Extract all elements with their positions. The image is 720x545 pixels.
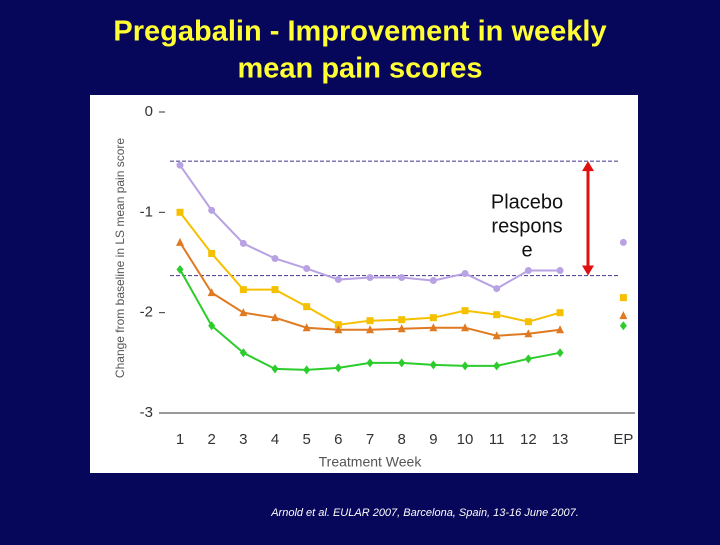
marker (303, 303, 311, 311)
marker (302, 323, 311, 332)
marker (176, 161, 184, 169)
arrow-head (582, 161, 594, 172)
chart-panel (90, 95, 638, 473)
marker (208, 206, 216, 214)
marker (271, 313, 280, 322)
marker (366, 325, 375, 334)
marker (524, 354, 532, 364)
marker (619, 321, 627, 331)
marker (619, 294, 627, 302)
x-tick-label: 2 (207, 431, 215, 448)
marker (176, 237, 184, 246)
marker (271, 254, 279, 262)
marker (208, 321, 216, 331)
marker (461, 270, 469, 278)
marker (366, 317, 374, 325)
marker (397, 324, 406, 333)
x-tick-label: 10 (457, 431, 474, 448)
marker (429, 323, 438, 332)
marker (239, 286, 247, 294)
x-tick-label: 5 (303, 431, 311, 448)
marker (176, 265, 184, 275)
marker (303, 265, 311, 273)
marker (239, 239, 247, 247)
marker (493, 311, 501, 319)
marker (492, 331, 501, 340)
title-line: mean pain scores (238, 53, 483, 85)
x-tick-label: 4 (271, 431, 279, 448)
x-tick-label: 7 (366, 431, 374, 448)
marker (619, 311, 628, 320)
x-tick-label: 11 (489, 431, 505, 448)
marker (461, 307, 469, 315)
marker (239, 308, 248, 317)
x-tick-label: EP (613, 431, 633, 448)
marker (239, 348, 247, 358)
marker (366, 358, 374, 368)
x-tick-label: 12 (520, 431, 537, 448)
y-axis-label: Change from baseline in LS mean pain sco… (113, 138, 127, 378)
annotation: respons (491, 215, 562, 237)
marker (271, 364, 279, 374)
marker (334, 363, 342, 373)
marker (429, 277, 437, 285)
y-tick-label: -3 (140, 404, 153, 421)
x-tick-label: 1 (176, 431, 184, 448)
marker (366, 274, 374, 282)
marker (524, 267, 532, 275)
marker (303, 365, 311, 375)
marker (619, 238, 627, 246)
marker (429, 360, 437, 370)
marker (524, 329, 533, 338)
arrow-head (582, 265, 594, 276)
marker (176, 208, 184, 216)
marker (556, 325, 565, 334)
marker (556, 309, 564, 317)
marker (493, 285, 501, 293)
x-tick-label: 6 (334, 431, 342, 448)
marker (429, 314, 437, 322)
marker (208, 249, 216, 257)
marker (524, 318, 532, 326)
y-tick-label: -1 (140, 203, 153, 220)
marker (334, 325, 343, 334)
y-tick-label: 0 (145, 103, 153, 120)
annotation: Placebo (491, 191, 563, 213)
marker (398, 316, 406, 324)
x-tick-label: 13 (552, 431, 569, 448)
marker (556, 348, 564, 358)
marker (207, 288, 216, 297)
x-tick-label: 9 (429, 431, 437, 448)
x-tick-label: 3 (239, 431, 247, 448)
x-tick-label: 8 (398, 431, 406, 448)
y-tick-label: -2 (140, 304, 153, 321)
title-line: Pregabalin - Improvement in weekly (113, 16, 606, 48)
x-axis-label: Treatment Week (319, 454, 423, 470)
marker (556, 267, 564, 275)
marker (398, 358, 406, 368)
marker (271, 286, 279, 294)
marker (398, 274, 406, 282)
annotation: e (521, 239, 532, 261)
marker (334, 321, 342, 329)
marker (461, 323, 470, 332)
marker (334, 276, 342, 284)
citation: Arnold et al. EULAR 2007, Barcelona, Spa… (270, 507, 579, 519)
marker (493, 361, 501, 371)
marker (461, 361, 469, 371)
